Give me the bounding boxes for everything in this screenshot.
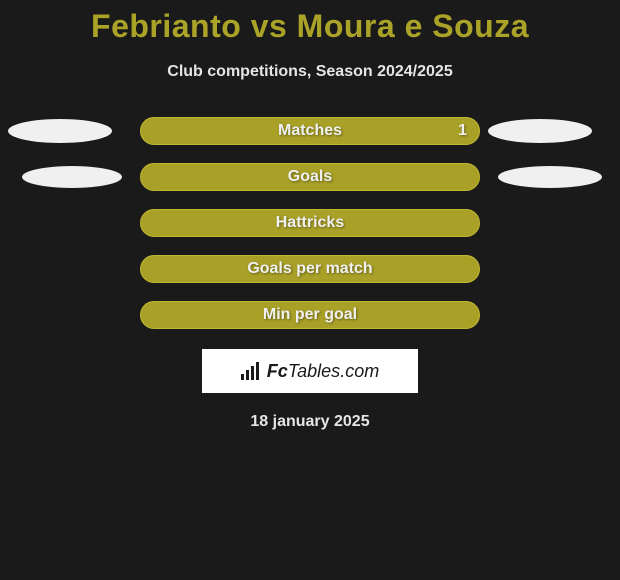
stat-row-goals: Goals — [0, 163, 620, 191]
logo-box[interactable]: FcTables.com — [202, 349, 418, 393]
stat-label: Goals — [141, 168, 479, 186]
chart-bar-icon — [246, 370, 249, 380]
stat-bar-hattricks: Hattricks — [140, 209, 480, 237]
chart-bar-icon — [256, 362, 259, 380]
stat-label: Hattricks — [141, 214, 479, 232]
main-container: Febrianto vs Moura e Souza Club competit… — [0, 0, 620, 580]
logo-prefix: Fc — [267, 361, 288, 381]
ellipse-left-icon — [22, 166, 122, 188]
stat-bar-goals: Goals — [140, 163, 480, 191]
chart-bar-icon — [241, 374, 244, 380]
stat-bar-gpm: Goals per match — [140, 255, 480, 283]
ellipse-right-icon — [488, 119, 592, 143]
date-text: 18 january 2025 — [250, 413, 369, 431]
stat-row-mpg: Min per goal — [0, 301, 620, 329]
stat-row-gpm: Goals per match — [0, 255, 620, 283]
logo-suffix: .com — [340, 361, 379, 381]
stat-label: Goals per match — [141, 260, 479, 278]
stat-label: Matches — [141, 122, 479, 140]
stat-bar-matches: Matches 1 — [140, 117, 480, 145]
chart-icon — [241, 362, 259, 380]
logo-text: FcTables.com — [267, 361, 379, 382]
page-title: Febrianto vs Moura e Souza — [91, 8, 529, 45]
logo-main: Tables — [288, 361, 340, 381]
ellipse-right-icon — [498, 166, 602, 188]
stat-row-matches: Matches 1 — [0, 117, 620, 145]
stat-label: Min per goal — [141, 306, 479, 324]
ellipse-left-icon — [8, 119, 112, 143]
stat-bar-mpg: Min per goal — [140, 301, 480, 329]
logo-content: FcTables.com — [241, 361, 379, 382]
stat-row-hattricks: Hattricks — [0, 209, 620, 237]
subtitle: Club competitions, Season 2024/2025 — [167, 63, 452, 81]
stat-value: 1 — [458, 122, 467, 140]
chart-bar-icon — [251, 366, 254, 380]
